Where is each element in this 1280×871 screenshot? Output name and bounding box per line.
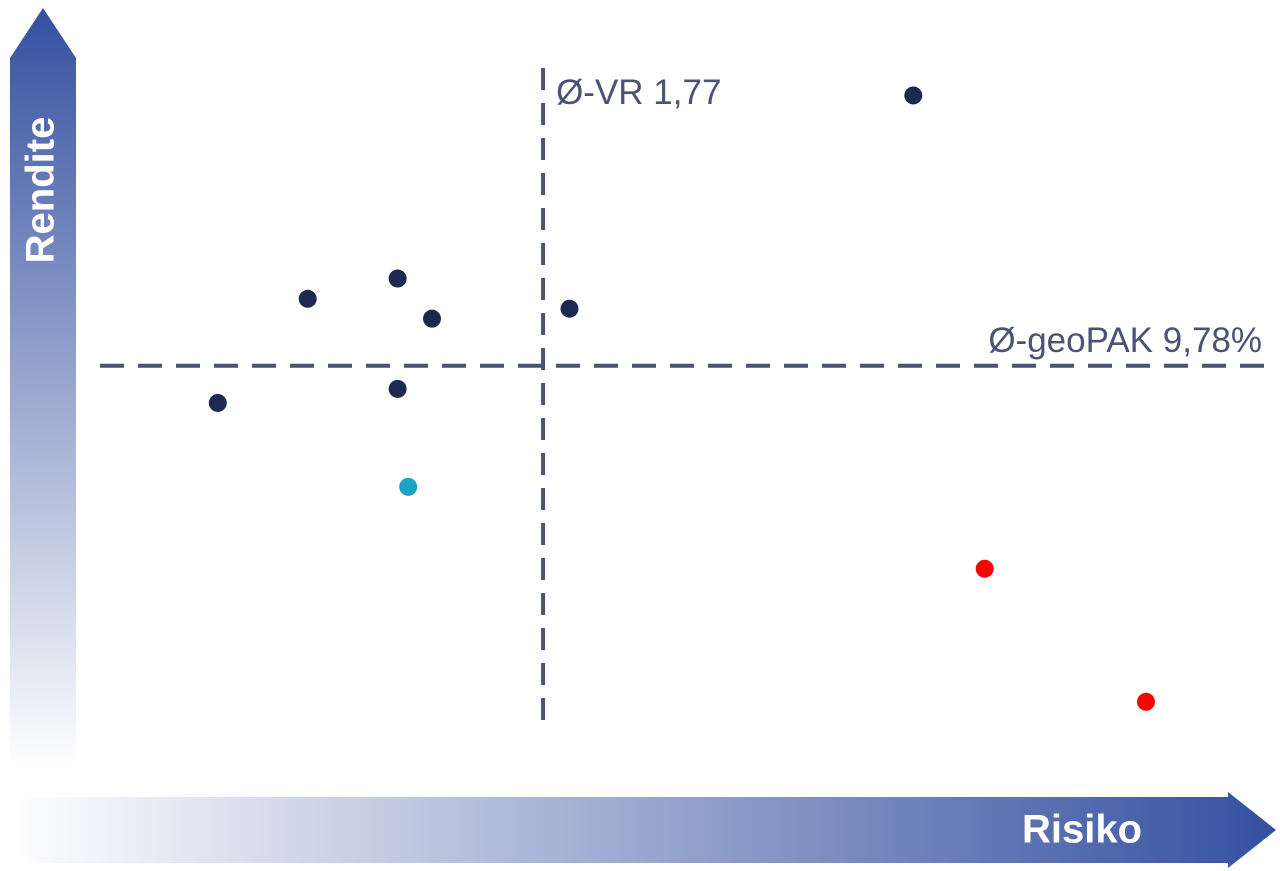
data-point	[975, 559, 994, 578]
data-point	[423, 309, 441, 328]
x-axis-label: Risiko	[1022, 808, 1142, 852]
data-point	[298, 289, 317, 308]
y-axis-label: Rendite	[19, 117, 63, 264]
reference-label: Ø-VR 1,77	[556, 73, 721, 112]
y-axis-arrow	[10, 8, 76, 768]
data-point	[388, 269, 407, 288]
data-point	[388, 379, 407, 398]
data-point	[1137, 692, 1155, 711]
data-point	[904, 86, 923, 105]
x-axis-arrow	[10, 792, 1276, 868]
data-point	[208, 393, 227, 412]
plot-area: Ø-VR 1,77 Ø-geoPAK 9,78%	[100, 68, 1268, 732]
reference-label: Ø-geoPAK 9,78%	[988, 321, 1262, 360]
data-point	[399, 477, 418, 496]
data-point	[560, 299, 579, 318]
